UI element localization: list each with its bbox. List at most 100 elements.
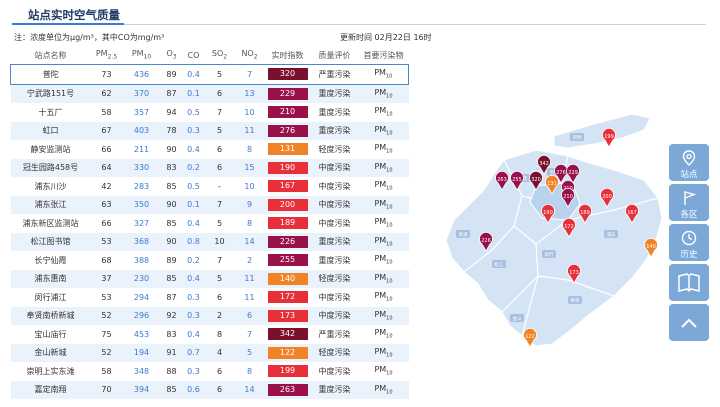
o3-value: 83 [166,329,177,339]
aqi-marker[interactable]: 263 [495,170,509,191]
marker-value: 131 [547,181,557,187]
pm25-value: 42 [101,181,112,191]
co-value: 0.3 [187,292,200,302]
co-value: 0.4 [187,329,200,339]
so2-value: 6 [204,84,235,103]
aqi-markers[interactable]: 1993422762292632553201312102001671902101… [479,127,658,348]
aqi-marker[interactable]: 190 [541,203,555,224]
station-name: 金山新城 [10,343,91,362]
aqi-cell: 226 [264,232,311,251]
aqi-marker[interactable]: 173 [567,263,581,284]
aqi-marker[interactable]: 131 [545,174,559,195]
o3-value: 87 [160,84,183,103]
aqi-marker[interactable]: 229 [566,163,580,184]
aqi-marker[interactable]: 199 [602,127,616,148]
primary-pollutant: PM10 [358,306,409,325]
no2-value: 14 [234,232,265,251]
co-value: 0.1 [182,195,205,214]
district-label: 浦东 [607,231,616,238]
no2-value: 11 [234,121,265,140]
primary-pollutant: PM10 [358,84,409,103]
co-value: 0.1 [182,84,205,103]
district-label: 松江 [495,261,504,268]
aqi-cell: 210 [265,103,311,122]
aqi-cell: 189 [265,214,311,233]
aqi-marker[interactable]: 172 [562,217,576,238]
quality-level: 中度污染 [310,195,359,214]
o3-value: 85 [160,380,183,399]
no2-value: 10 [244,107,255,117]
aqi-marker[interactable]: 255 [510,170,524,191]
o3-value: 78 [160,121,183,140]
primary-pollutant: PM10 [358,64,409,85]
station-name: 浦东川沙 [34,181,67,191]
so2-value: 8 [216,329,223,339]
station-name: 普陀 [10,64,91,85]
table-row[interactable]: 闵行浦江 53 294 87 0.3 6 11 172 中度污染 PM10 [11,288,409,307]
table-row[interactable]: 松江图书馆 53 368 90 0.8 10 14 226 重度污染 PM10 [10,232,409,251]
district-button[interactable]: 各区 [669,184,709,221]
table-row[interactable]: 金山新城 52 194 91 0.7 4 5 122 轻度污染 PM10 [10,343,409,362]
primary-pollutant: PM10 [374,143,393,156]
aqi-cell: 190 [264,158,311,177]
aqi-marker[interactable]: 342 [537,154,551,175]
table-row[interactable]: 浦东张江 63 350 90 0.1 7 9 200 中度污染 PM10 [10,195,409,214]
pm25-value: 64 [90,158,123,177]
history-button[interactable]: 历史 [669,224,709,261]
no2-value: 5 [234,343,265,362]
no2-value: 10 [244,181,255,191]
shanghai-map[interactable]: 崇明宝山嘉定浦东青浦松江闵行奉贤金山 199342276229263255320… [418,100,670,400]
quality-level: 重度污染 [318,255,351,265]
table-row[interactable]: 静安监测站 66 211 90 0.4 6 8 131 轻度污染 PM10 [11,140,409,159]
aqi-marker[interactable]: 122 [523,327,537,348]
station-name: 浦东张江 [10,195,91,214]
table-row[interactable]: 崇明上实东滩 58 348 88 0.3 6 8 199 中度污染 PM10 [11,362,409,381]
aqi-marker[interactable]: 320 [529,170,543,191]
aqi-marker[interactable]: 210 [561,187,575,208]
pm10-value: 296 [122,306,161,325]
primary-pollutant: PM10 [374,254,393,267]
aqi-marker[interactable]: 140 [644,237,658,258]
table-row[interactable]: 普陀 73 436 89 0.4 5 7 320 严重污染 PM10 [10,64,409,85]
table-row[interactable]: 浦东新区监测站 66 327 85 0.4 5 8 189 中度污染 PM10 [11,214,409,233]
station-button[interactable]: 站点 [669,144,709,181]
title-divider [12,24,706,25]
primary-pollutant: PM10 [374,365,393,378]
co-value: 0.4 [182,269,205,288]
table-row[interactable]: 宁武路151号 62 370 87 0.1 6 13 229 重度污染 PM10 [10,84,409,103]
collapse-button[interactable] [669,304,709,341]
aqi-cell: 122 [264,343,311,362]
table-row[interactable]: 宝山庙行 75 453 83 0.4 8 7 342 严重污染 PM10 [11,325,409,344]
primary-pollutant: PM10 [358,158,409,177]
aqi-marker[interactable]: 167 [625,203,639,224]
table-row[interactable]: 十五厂 58 357 94 0.5 7 10 210 重度污染 PM10 [11,103,409,122]
co-value: 0.4 [187,144,200,154]
aqi-marker[interactable]: 189 [578,203,592,224]
table-row[interactable]: 冠生园路458号 64 330 83 0.2 6 15 190 中度污染 PM10 [10,158,409,177]
table-row[interactable]: 浦东川沙 42 283 85 0.5 - 10 167 中度污染 PM10 [11,177,409,196]
aqi-badge: 199 [267,365,308,378]
pm10-value: 453 [133,329,150,339]
pm10-value: 388 [133,255,150,265]
o3-value: 89 [160,64,183,85]
marker-pin [562,217,576,238]
no2-value: 15 [234,158,265,177]
pm10-value: 230 [122,269,161,288]
table-row[interactable]: 浦东惠南 37 230 85 0.4 5 11 140 轻度污染 PM10 [10,269,409,288]
no2-value: 8 [246,144,253,154]
o3-value: 91 [160,343,183,362]
marker-value: 255 [512,177,522,183]
aqi-marker[interactable]: 226 [479,231,493,252]
pm25-value: 37 [90,269,123,288]
aqi-badge: 263 [267,383,308,396]
table-row[interactable]: 奉贤南桥新城 52 296 92 0.3 2 6 173 中度污染 PM10 [10,306,409,325]
table-row[interactable]: 嘉定南翔 70 394 85 0.6 6 14 263 重度污染 PM10 [10,380,409,399]
aqi-marker[interactable]: 276 [554,163,568,184]
table-row[interactable]: 虹口 67 403 78 0.3 5 11 276 重度污染 PM10 [10,121,409,140]
primary-pollutant: PM10 [358,232,409,251]
table-row[interactable]: 长宁仙霞 68 388 89 0.2 7 2 255 重度污染 PM10 [11,251,409,270]
book-button[interactable] [669,264,709,301]
aqi-marker[interactable]: 200 [600,187,614,208]
so2-value: 10 [204,232,235,251]
title-underline [12,23,124,25]
